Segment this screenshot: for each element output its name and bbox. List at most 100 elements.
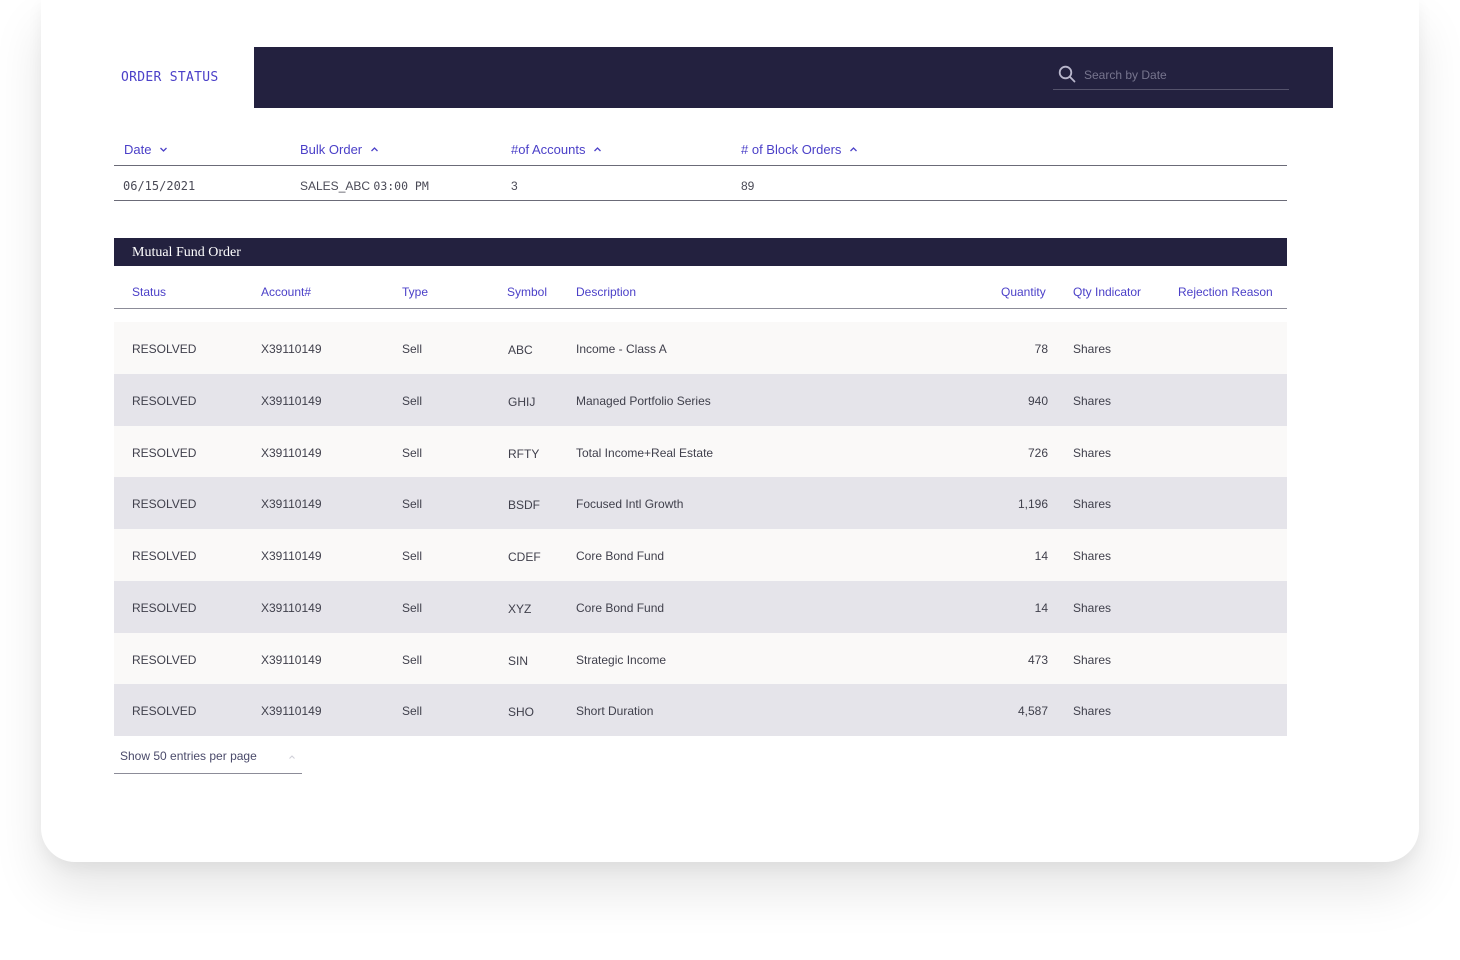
- description-cell: Strategic Income: [576, 652, 667, 667]
- block-orders-column-header[interactable]: # of Block Orders: [741, 142, 858, 157]
- symbol-cell: GHIJ: [508, 394, 536, 409]
- chevron-up-icon: [289, 755, 295, 759]
- block-orders-header-label: # of Block Orders: [741, 142, 842, 157]
- quantity-cell: 940: [1027, 393, 1048, 408]
- search-box[interactable]: [1053, 64, 1289, 90]
- entries-per-page-select[interactable]: Show 50 entries per page: [114, 742, 302, 774]
- chevron-up-icon: [850, 147, 858, 152]
- type-cell: Sell: [402, 652, 423, 667]
- qty-indicator-cell: Shares: [1073, 704, 1112, 719]
- summary-accounts: 3: [511, 179, 518, 193]
- table-row[interactable]: RESOLVED X39110149 Sell BSDF Focused Int…: [114, 477, 1287, 529]
- date-column-header[interactable]: Date: [124, 142, 168, 157]
- account-column-header[interactable]: Account#: [261, 285, 312, 299]
- accounts-header-label: #of Accounts: [511, 142, 586, 157]
- symbol-cell: SIN: [508, 653, 529, 668]
- table-row[interactable]: RESOLVED X39110149 Sell GHIJ Managed Por…: [114, 373, 1287, 426]
- summary-block-orders: 89: [741, 179, 755, 193]
- symbol-cell: BSDF: [508, 498, 541, 513]
- header-bar: [254, 47, 1333, 108]
- tab-order-status[interactable]: ORDER STATUS: [121, 70, 219, 85]
- status-cell: RESOLVED: [132, 445, 197, 460]
- status-cell: RESOLVED: [132, 704, 197, 719]
- type-cell: Sell: [402, 600, 423, 615]
- quantity-cell: 14: [1034, 600, 1048, 615]
- quantity-cell: 78: [1034, 342, 1048, 356]
- bulk-order-time: 03:00 PM: [373, 179, 429, 193]
- type-cell: Sell: [402, 704, 423, 719]
- account-cell: X39110149: [261, 600, 322, 615]
- account-cell: X39110149: [261, 549, 322, 563]
- qty-indicator-cell: Shares: [1073, 652, 1112, 667]
- quantity-cell: 726: [1027, 445, 1048, 460]
- type-column-header[interactable]: Type: [402, 285, 429, 299]
- qty-indicator-column-header[interactable]: Qty Indicator: [1073, 285, 1142, 299]
- status-cell: RESOLVED: [132, 600, 197, 615]
- symbol-cell: XYZ: [508, 601, 532, 616]
- type-cell: Sell: [402, 393, 423, 408]
- account-cell: X39110149: [261, 497, 322, 512]
- status-cell: RESOLVED: [132, 342, 197, 356]
- symbol-cell: SHO: [508, 705, 535, 720]
- description-column-header[interactable]: Description: [576, 285, 637, 299]
- status-cell: RESOLVED: [132, 549, 197, 563]
- account-cell: X39110149: [261, 445, 322, 460]
- rejection-reason-column-header[interactable]: Rejection Reason: [1178, 285, 1273, 299]
- mutual-fund-order-rows: RESOLVED X39110149 Sell ABC Income - Cla…: [114, 322, 1287, 736]
- description-cell: Income - Class A: [576, 342, 667, 356]
- account-cell: X39110149: [261, 393, 322, 408]
- search-icon[interactable]: [1058, 65, 1076, 83]
- chevron-up-icon: [594, 147, 602, 152]
- summary-header-row: Date Bulk Order #of Accounts # of Block …: [114, 137, 1287, 166]
- quantity-column-header[interactable]: Quantity: [1001, 285, 1046, 299]
- account-cell: X39110149: [261, 342, 322, 356]
- qty-indicator-cell: Shares: [1073, 342, 1112, 356]
- summary-bulk-order: SALES_ABC 03:00 PM: [300, 179, 429, 193]
- accounts-column-header[interactable]: #of Accounts: [511, 142, 602, 157]
- quantity-cell: 1,196: [1017, 497, 1048, 512]
- type-cell: Sell: [402, 497, 423, 512]
- description-cell: Core Bond Fund: [576, 600, 665, 615]
- account-cell: X39110149: [261, 652, 322, 667]
- status-cell: RESOLVED: [132, 393, 197, 408]
- type-cell: Sell: [402, 445, 423, 460]
- quantity-cell: 14: [1034, 549, 1048, 563]
- entries-per-page-label: Show 50 entries per page: [120, 749, 257, 763]
- quantity-cell: 473: [1027, 652, 1048, 667]
- type-cell: Sell: [402, 549, 423, 563]
- description-cell: Total Income+Real Estate: [576, 445, 714, 460]
- status-cell: RESOLVED: [132, 652, 197, 667]
- table-row[interactable]: RESOLVED X39110149 Sell XYZ Core Bond Fu…: [114, 580, 1287, 633]
- table-row[interactable]: RESOLVED X39110149 Sell CDEF Core Bond F…: [114, 529, 1287, 581]
- qty-indicator-cell: Shares: [1073, 497, 1112, 512]
- table-row[interactable]: RESOLVED X39110149 Sell RFTY Total Incom…: [114, 425, 1287, 478]
- table-row[interactable]: RESOLVED X39110149 Sell ABC Income - Cla…: [114, 322, 1287, 374]
- summary-date: 06/15/2021: [123, 179, 196, 193]
- type-cell: Sell: [402, 342, 423, 356]
- search-input[interactable]: [1084, 66, 1284, 84]
- bulk-order-summary-table: Date Bulk Order #of Accounts # of Block …: [114, 137, 1287, 201]
- symbol-cell: ABC: [508, 343, 533, 357]
- table-row[interactable]: RESOLVED X39110149 Sell SIN Strategic In…: [114, 632, 1287, 685]
- chevron-up-icon: [371, 147, 379, 152]
- qty-indicator-cell: Shares: [1073, 600, 1112, 615]
- qty-indicator-cell: Shares: [1073, 393, 1112, 408]
- description-cell: Core Bond Fund: [576, 549, 665, 563]
- description-cell: Managed Portfolio Series: [576, 393, 711, 408]
- status-column-header[interactable]: Status: [132, 285, 167, 299]
- description-cell: Focused Intl Growth: [576, 497, 684, 512]
- qty-indicator-cell: Shares: [1073, 445, 1112, 460]
- symbol-cell: RFTY: [508, 446, 540, 461]
- table-row[interactable]: RESOLVED X39110149 Sell SHO Short Durati…: [114, 684, 1287, 736]
- quantity-cell: 4,587: [1017, 704, 1048, 719]
- bulk-order-name: SALES_ABC: [300, 179, 371, 193]
- status-cell: RESOLVED: [132, 497, 197, 512]
- symbol-cell: CDEF: [508, 550, 541, 564]
- account-cell: X39110149: [261, 704, 322, 719]
- bulk-order-column-header[interactable]: Bulk Order: [300, 142, 379, 157]
- date-header-label: Date: [124, 142, 152, 157]
- symbol-column-header[interactable]: Symbol: [507, 285, 548, 299]
- mutual-fund-header-row: Status Account# Type Symbol Description …: [114, 266, 1287, 309]
- chevron-down-icon: [160, 147, 168, 152]
- summary-row[interactable]: 06/15/2021 SALES_ABC 03:00 PM 3 89: [114, 166, 1287, 201]
